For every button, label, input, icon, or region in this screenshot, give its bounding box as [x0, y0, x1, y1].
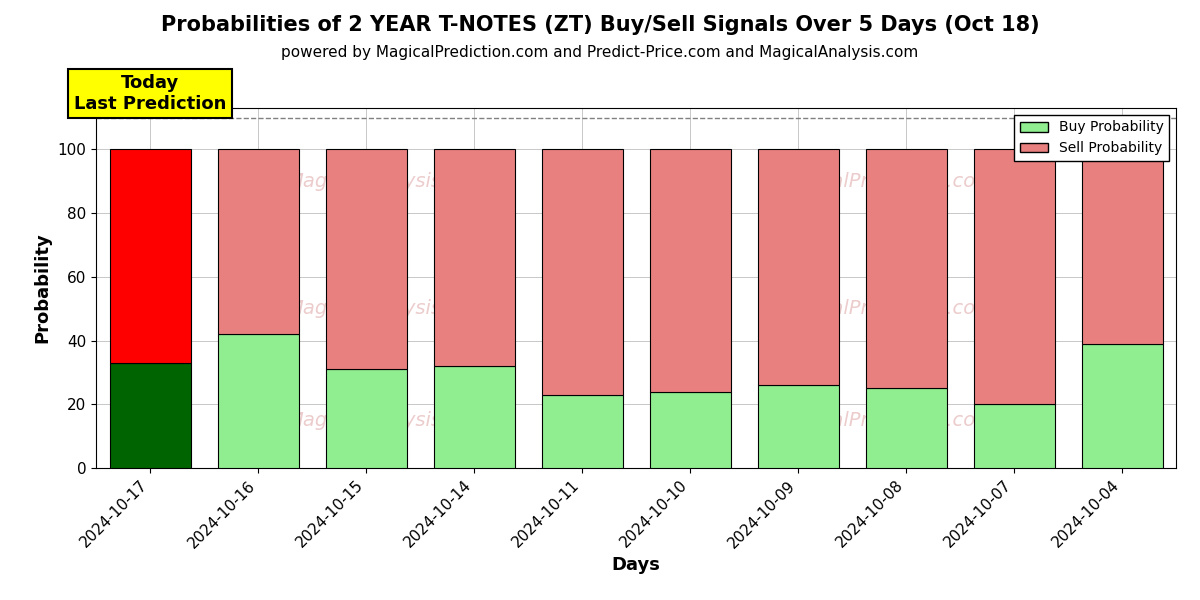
Bar — [433, 366, 515, 468]
Text: Today
Last Prediction: Today Last Prediction — [74, 74, 226, 113]
Bar — [541, 395, 623, 468]
Text: MagicalPrediction.com: MagicalPrediction.com — [774, 411, 995, 430]
Bar — [973, 149, 1055, 404]
Bar — [109, 149, 191, 363]
Text: MagicalAnalysis.com: MagicalAnalysis.com — [286, 411, 490, 430]
Bar — [649, 392, 731, 468]
Text: Probabilities of 2 YEAR T-NOTES (ZT) Buy/Sell Signals Over 5 Days (Oct 18): Probabilities of 2 YEAR T-NOTES (ZT) Buy… — [161, 15, 1039, 35]
Bar — [325, 369, 407, 468]
Bar — [757, 149, 839, 385]
Bar — [649, 149, 731, 392]
Bar — [433, 149, 515, 366]
X-axis label: Days: Days — [612, 556, 660, 574]
Bar — [325, 149, 407, 369]
Text: MagicalAnalysis.com: MagicalAnalysis.com — [286, 172, 490, 191]
Bar — [865, 388, 947, 468]
Text: powered by MagicalPrediction.com and Predict-Price.com and MagicalAnalysis.com: powered by MagicalPrediction.com and Pre… — [281, 45, 919, 60]
Bar — [1081, 344, 1163, 468]
Bar — [109, 363, 191, 468]
Y-axis label: Probability: Probability — [34, 233, 52, 343]
Bar — [973, 404, 1055, 468]
Bar — [865, 149, 947, 388]
Bar — [541, 149, 623, 395]
Bar — [757, 385, 839, 468]
Text: MagicalAnalysis.com: MagicalAnalysis.com — [286, 299, 490, 318]
Legend: Buy Probability, Sell Probability: Buy Probability, Sell Probability — [1014, 115, 1169, 161]
Text: MagicalPrediction.com: MagicalPrediction.com — [774, 172, 995, 191]
Bar — [217, 334, 299, 468]
Bar — [1081, 149, 1163, 344]
Bar — [217, 149, 299, 334]
Text: MagicalPrediction.com: MagicalPrediction.com — [774, 299, 995, 318]
